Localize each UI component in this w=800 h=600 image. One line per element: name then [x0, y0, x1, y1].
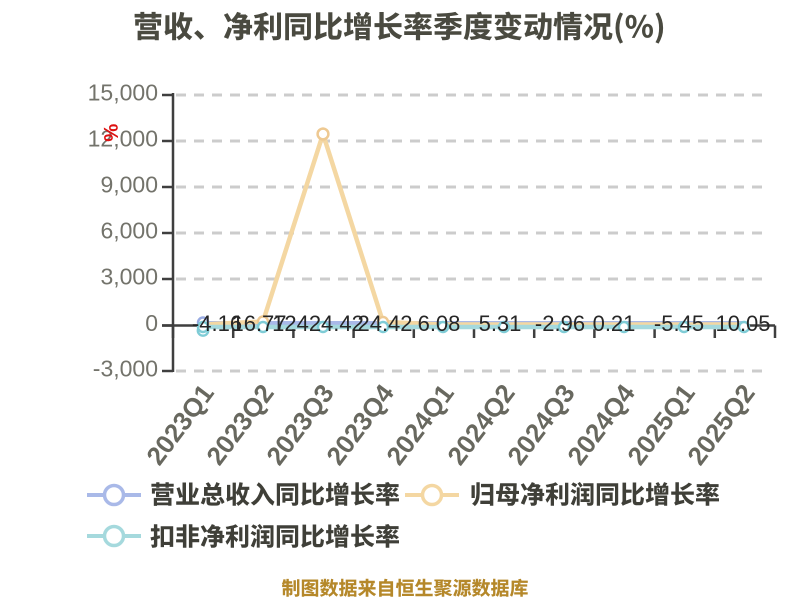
svg-text:%: % [99, 124, 122, 143]
svg-text:0.21: 0.21 [593, 311, 636, 336]
svg-text:15,000: 15,000 [88, 79, 158, 105]
svg-text:-5.45: -5.45 [654, 311, 704, 336]
svg-text:6,000: 6,000 [100, 217, 158, 243]
svg-text:6.08: 6.08 [418, 311, 461, 336]
svg-text:5.31: 5.31 [479, 311, 522, 336]
svg-text:12,000: 12,000 [88, 125, 158, 151]
svg-text:12424.42: 12424.42 [272, 311, 364, 336]
svg-text:0: 0 [145, 310, 158, 336]
svg-text:24.42: 24.42 [357, 311, 412, 336]
svg-text:3,000: 3,000 [100, 263, 158, 289]
svg-text:16.77: 16.77 [231, 311, 286, 336]
svg-text:-3,000: -3,000 [93, 355, 158, 381]
svg-text:10.05: 10.05 [715, 311, 770, 336]
svg-text:-4.16: -4.16 [192, 311, 242, 336]
svg-text:9,000: 9,000 [100, 171, 158, 197]
svg-text:-2.96: -2.96 [535, 311, 585, 336]
